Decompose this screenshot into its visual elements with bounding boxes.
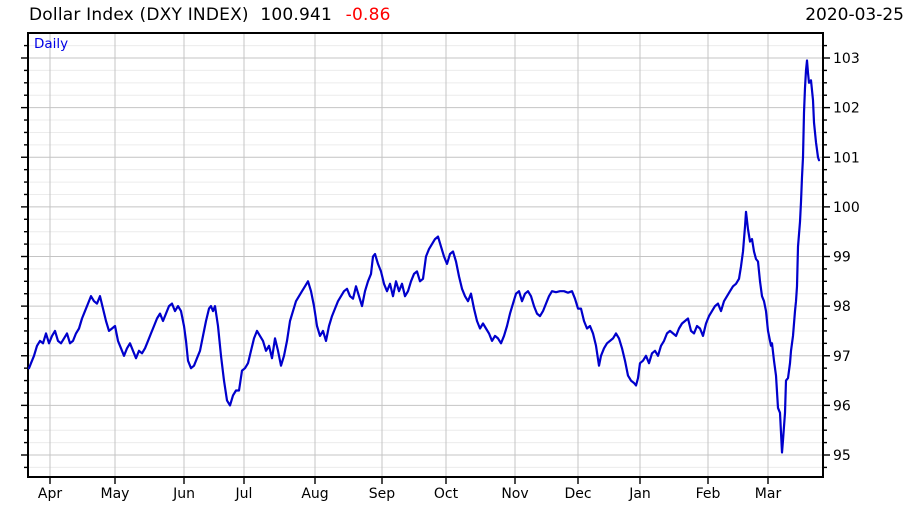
price-change: -0.86 [345, 5, 391, 25]
svg-text:Jan: Jan [628, 486, 651, 502]
svg-text:101: 101 [833, 150, 860, 166]
svg-text:100: 100 [833, 200, 860, 216]
svg-text:Jul: Jul [235, 486, 253, 502]
instrument-name: Dollar Index (DXY INDEX) [29, 5, 249, 25]
svg-text:97: 97 [833, 349, 851, 365]
svg-text:Sep: Sep [369, 486, 396, 502]
svg-text:Aug: Aug [301, 486, 328, 502]
chart-title: Dollar Index (DXY INDEX) 100.941 -0.86 [29, 5, 391, 25]
svg-text:Jun: Jun [172, 486, 195, 502]
svg-text:98: 98 [833, 299, 851, 315]
svg-text:95: 95 [833, 448, 851, 464]
svg-text:96: 96 [833, 398, 851, 414]
svg-text:Mar: Mar [755, 486, 782, 502]
svg-text:103: 103 [833, 51, 860, 67]
svg-text:Feb: Feb [696, 486, 721, 502]
timeframe-label: Daily [34, 36, 69, 52]
svg-text:May: May [101, 486, 130, 502]
svg-text:Apr: Apr [38, 486, 62, 502]
last-price: 100.941 [260, 5, 333, 25]
svg-text:Nov: Nov [501, 486, 528, 502]
svg-text:99: 99 [833, 250, 851, 266]
quote-date: 2020-03-25 [805, 5, 904, 25]
svg-text:Dec: Dec [564, 486, 591, 502]
chart-header: Dollar Index (DXY INDEX) 100.941 -0.86 2… [0, 2, 908, 30]
svg-text:102: 102 [833, 101, 860, 117]
svg-text:Oct: Oct [434, 486, 459, 502]
